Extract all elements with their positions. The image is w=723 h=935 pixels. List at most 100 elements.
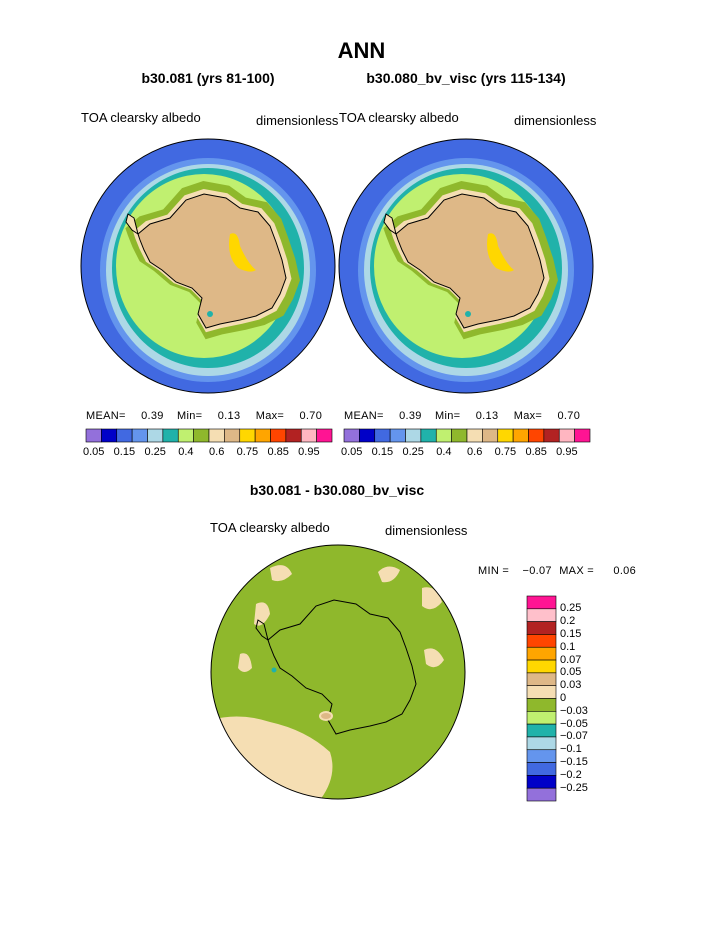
min-label: Min= [435,410,461,422]
colorbar-tick-label: 0.25 [402,446,424,458]
colorbar-tick-label: 0.95 [298,446,320,458]
colorbar-swatch [526,787,557,802]
colorbar-swatch [526,621,557,635]
colorbar-swatch [526,608,557,622]
teal-spot [271,667,277,673]
panel-1-stats: MEAN= 0.39 Min= 0.13 Max= 0.70 [86,410,322,422]
colorbar-panel-2-labels: 0.05 0.15 0.25 0.4 0.6 0.75 0.85 0.95 [340,446,590,460]
colorbar-swatch [574,428,591,443]
colorbar-tick-label: 0.85 [525,446,547,458]
colorbar-tick-label: 0.4 [178,446,194,458]
panel-1-units-label: dimensionless [256,113,339,128]
panel-2-variable-label: TOA clearsky albedo [339,110,459,125]
colorbar-difference [526,595,557,802]
colorbar-swatch [526,698,557,712]
colorbar-panel-2 [343,428,591,443]
colorbar-tick-label: 0.05 [82,446,105,458]
colorbar-tick-label: 0.2 [560,615,576,628]
max-label: MAX = [559,565,595,577]
colorbar-swatch [435,428,452,443]
colorbar-swatch [300,428,317,443]
colorbar-tick-label: 0.15 [113,446,136,458]
positive-difference-patch [270,565,292,582]
max-label: Max= [513,410,543,422]
teal-spot [207,311,213,317]
polar-map-panel-2 [338,138,594,394]
colorbar-tick-label: −0.03 [560,704,588,717]
max-value: 0.06 [613,565,637,577]
difference-variable-label: TOA clearsky albedo [210,520,330,535]
colorbar-difference-labels: 0.25 0.2 0.15 0.1 0.07 0.05 0.03 0 −0.03 −0.05 −0.… [560,596,620,801]
page-title: ANN [337,38,386,63]
colorbar-tick-label: 0.6 [209,446,225,458]
colorbar-swatch [405,428,422,443]
colorbar-swatch [359,428,376,443]
colorbar-tick-label: 0.95 [556,446,578,458]
colorbar-swatch [239,428,256,443]
colorbar-swatch [526,672,557,686]
colorbar-swatch [558,428,575,443]
min-value: 0.13 [475,410,499,422]
polar-map-difference [210,544,466,800]
peninsula [125,213,139,236]
map-border [338,138,594,394]
positive-difference-patch [378,566,400,583]
panel-2-stats: MEAN= 0.39 Min= 0.13 Max= 0.70 [344,410,580,422]
colorbar-tick-label: 0.25 [560,602,582,615]
difference-units-label: dimensionless [385,523,468,538]
colorbar-swatch [526,749,557,763]
antarctica-coastline [395,193,545,329]
polar-map-panel-1 [80,138,336,394]
antarctica-coastline [267,599,417,735]
colorbar-swatch [543,428,560,443]
colorbar-tick-label: 0.15 [560,627,582,640]
colorbar-tick-label: 0.05 [340,446,363,458]
panel-2-case-title: b30.080_bv_visc (yrs 115-134) [366,70,566,86]
colorbar-swatch [162,428,179,443]
colorbar-panel-1 [85,428,333,443]
plateau-high-albedo [229,233,256,272]
colorbar-panel-1-labels: 0.05 0.15 0.25 0.4 0.6 0.75 0.85 0.95 [82,446,332,460]
colorbar-tick-label: 0.6 [467,446,483,458]
min-label: MIN = [478,565,510,577]
colorbar-swatch [526,775,557,789]
plateau-high-albedo [487,233,514,272]
colorbar-tick-label: 0.25 [144,446,166,458]
colorbar-swatch [466,428,483,443]
colorbar-tick-label: 0.75 [236,446,259,458]
colorbar-swatch [374,428,391,443]
colorbar-tick-label: −0.15 [560,756,588,769]
map-border [210,544,466,800]
colorbar-swatch [482,428,499,443]
colorbar-swatch [193,428,210,443]
colorbar-swatch [420,428,437,443]
panel-2-units-label: dimensionless [514,113,597,128]
colorbar-tick-label: −0.05 [560,717,588,730]
colorbar-tick-label: 0 [560,692,567,704]
colorbar-swatch [85,428,102,443]
colorbar-tick-label: 0.4 [436,446,452,458]
colorbar-swatch [526,595,557,610]
colorbar-swatch [147,428,164,443]
colorbar-swatch [254,428,271,443]
colorbar-swatch [512,428,529,443]
min-value: 0.13 [217,410,241,422]
mean-value: 0.39 [141,410,164,422]
max-value: 0.70 [299,410,323,422]
colorbar-swatch [343,428,360,443]
colorbar-swatch [497,428,514,443]
colorbar-tick-label: 0.15 [371,446,394,458]
colorbar-tick-label: −0.07 [560,730,588,743]
colorbar-swatch [101,428,118,443]
positive-difference-patch [319,711,333,721]
mean-value: 0.39 [399,410,422,422]
panel-1-variable-label: TOA clearsky albedo [81,110,201,125]
colorbar-tick-label: 0.75 [494,446,517,458]
mean-label: MEAN= [344,410,384,422]
colorbar-swatch [526,736,557,751]
colorbar-swatch [528,428,545,443]
teal-spot [465,311,471,317]
colorbar-swatch [131,428,148,443]
colorbar-swatch [526,711,557,725]
colorbar-swatch [526,634,557,648]
